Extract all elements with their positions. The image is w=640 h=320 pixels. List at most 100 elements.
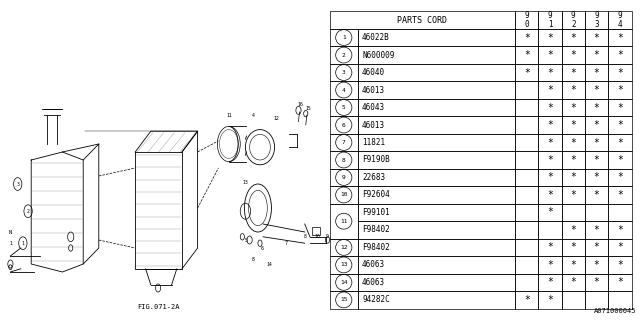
Bar bbox=[330, 46, 358, 64]
Bar bbox=[358, 169, 515, 186]
Bar bbox=[562, 116, 585, 134]
Bar bbox=[608, 186, 632, 204]
Text: *: * bbox=[617, 85, 623, 95]
Bar bbox=[538, 116, 562, 134]
Text: *: * bbox=[547, 295, 553, 305]
Text: 46013: 46013 bbox=[362, 121, 385, 130]
Text: *: * bbox=[570, 190, 576, 200]
Bar bbox=[515, 186, 538, 204]
Text: 13: 13 bbox=[243, 180, 248, 185]
Text: 94282C: 94282C bbox=[362, 295, 390, 304]
Text: *: * bbox=[547, 260, 553, 270]
Text: *: * bbox=[547, 85, 553, 95]
Text: 9: 9 bbox=[326, 234, 329, 239]
Bar bbox=[515, 81, 538, 99]
Bar bbox=[585, 186, 608, 204]
Text: 8: 8 bbox=[342, 157, 346, 163]
Bar bbox=[330, 274, 358, 291]
Text: *: * bbox=[570, 120, 576, 130]
Text: *: * bbox=[570, 225, 576, 235]
Text: *: * bbox=[594, 68, 600, 77]
Bar bbox=[538, 186, 562, 204]
Bar bbox=[515, 169, 538, 186]
Bar bbox=[358, 274, 515, 291]
Text: *: * bbox=[570, 33, 576, 43]
Text: *: * bbox=[547, 243, 553, 252]
Bar bbox=[585, 256, 608, 274]
Text: 8: 8 bbox=[252, 257, 254, 262]
Bar bbox=[312, 227, 321, 235]
Bar bbox=[538, 134, 562, 151]
Text: *: * bbox=[547, 172, 553, 182]
Bar bbox=[330, 204, 358, 239]
Bar bbox=[608, 204, 632, 221]
Text: 9
1: 9 1 bbox=[548, 12, 552, 29]
Text: 12: 12 bbox=[340, 245, 348, 250]
Bar bbox=[562, 81, 585, 99]
Bar bbox=[515, 134, 538, 151]
Text: 3: 3 bbox=[342, 70, 346, 75]
Bar bbox=[585, 151, 608, 169]
Bar bbox=[538, 99, 562, 116]
Bar bbox=[562, 274, 585, 291]
Text: *: * bbox=[594, 190, 600, 200]
Bar bbox=[358, 204, 515, 221]
Text: *: * bbox=[617, 243, 623, 252]
Text: 22683: 22683 bbox=[362, 173, 385, 182]
Text: *: * bbox=[547, 68, 553, 77]
Text: 16: 16 bbox=[298, 101, 303, 107]
Text: *: * bbox=[547, 102, 553, 113]
Bar bbox=[515, 239, 538, 256]
Bar bbox=[358, 221, 515, 239]
Text: 9
4: 9 4 bbox=[618, 12, 622, 29]
Text: *: * bbox=[570, 277, 576, 287]
Bar bbox=[330, 169, 358, 186]
Bar bbox=[538, 46, 562, 64]
Text: F98402: F98402 bbox=[362, 243, 390, 252]
Text: *: * bbox=[547, 155, 553, 165]
Text: 6: 6 bbox=[260, 245, 264, 251]
Text: 46063: 46063 bbox=[362, 278, 385, 287]
Bar bbox=[608, 221, 632, 239]
Bar bbox=[608, 99, 632, 116]
Text: *: * bbox=[547, 277, 553, 287]
Bar bbox=[330, 116, 358, 134]
Text: F98402: F98402 bbox=[362, 226, 390, 235]
Bar bbox=[562, 221, 585, 239]
Bar bbox=[515, 274, 538, 291]
Bar bbox=[538, 64, 562, 81]
Text: 10: 10 bbox=[340, 192, 348, 197]
Bar bbox=[608, 11, 632, 29]
Text: 1: 1 bbox=[9, 241, 12, 246]
Text: 14: 14 bbox=[340, 280, 348, 285]
Bar bbox=[562, 134, 585, 151]
Bar bbox=[562, 291, 585, 309]
Text: *: * bbox=[547, 138, 553, 148]
Bar bbox=[608, 29, 632, 46]
Bar bbox=[358, 29, 515, 46]
Bar bbox=[562, 99, 585, 116]
Text: *: * bbox=[617, 225, 623, 235]
Bar bbox=[585, 46, 608, 64]
Bar bbox=[562, 151, 585, 169]
Bar bbox=[330, 81, 358, 99]
Bar bbox=[515, 116, 538, 134]
Text: 10: 10 bbox=[314, 234, 320, 239]
Bar bbox=[585, 134, 608, 151]
Bar bbox=[538, 274, 562, 291]
Text: *: * bbox=[617, 190, 623, 200]
Bar bbox=[358, 116, 515, 134]
Text: 11: 11 bbox=[226, 113, 232, 118]
Bar bbox=[358, 134, 515, 151]
Text: *: * bbox=[617, 33, 623, 43]
Bar bbox=[538, 11, 562, 29]
Bar bbox=[358, 46, 515, 64]
Bar bbox=[562, 169, 585, 186]
Bar bbox=[330, 186, 358, 204]
Text: *: * bbox=[617, 102, 623, 113]
Bar bbox=[585, 99, 608, 116]
Bar bbox=[358, 239, 515, 256]
Text: 2: 2 bbox=[27, 209, 29, 214]
Text: *: * bbox=[617, 172, 623, 182]
Text: *: * bbox=[570, 50, 576, 60]
